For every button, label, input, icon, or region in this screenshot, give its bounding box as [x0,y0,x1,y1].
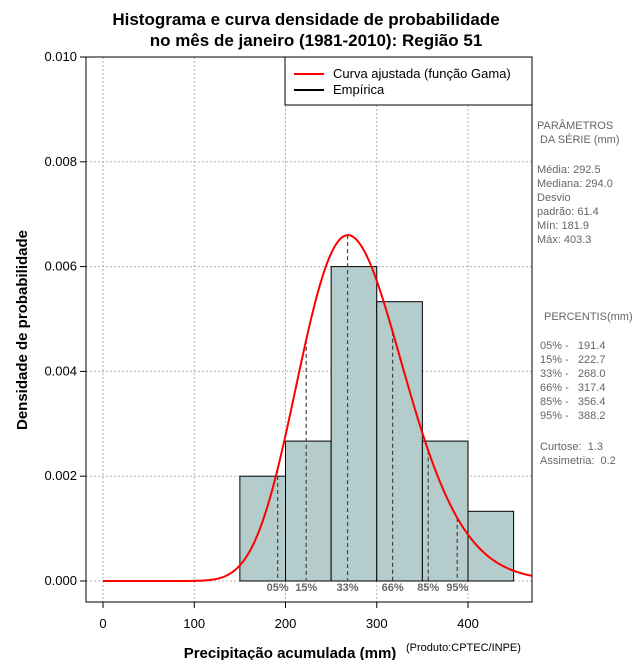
histogram-bar [239,475,286,582]
x-tick-label: 0 [99,616,106,631]
percentil-line: 05% - 191.4 [540,340,605,352]
legend-box [284,56,533,106]
x-axis: 0 100 200 300 400 [99,602,479,631]
y-tick-label: 0.002 [44,468,77,483]
histogram-bar [421,440,469,582]
params-header-line2: DA SÉRIE (mm) [537,133,620,146]
source-note: (Produto:CPTEC/INPE) [406,642,521,654]
percentil-line: 85% - 356.4 [540,396,605,408]
y-tick-label: 0.004 [44,363,77,378]
assimetria-line: Assimetria: 0.2 [540,455,616,467]
stat-line: Máx: 403.3 [537,234,591,246]
legend: Curva ajustada (função Gama) Empírica [284,56,533,106]
percentile-label: 66% [382,582,404,594]
y-axis: 0.000 0.002 0.004 0.006 0.008 0.010 [44,49,86,588]
x-axis-label: Precipitação acumulada (mm) [184,645,397,660]
histogram-bars [239,266,515,582]
percentile-labels: 05% 15% 33% 66% 85% 95% [267,582,469,594]
chart-title-line2: no mês de janeiro (1981-2010): Região 51 [150,31,483,50]
stat-line: padrão: 61.4 [537,206,599,218]
legend-curve-label: Curva ajustada (função Gama) [333,66,511,81]
percentil-line: 15% - 222.7 [540,354,605,366]
histogram-bar [285,440,332,582]
chart-title-line1: Histograma e curva densidade de probabil… [112,10,499,29]
y-axis-label: Densidade de probabilidade [14,230,31,430]
fitted-gamma-curve [103,234,533,582]
histogram-bar [330,266,378,582]
side-panel: PARÂMETROS DA SÉRIE (mm) Média: 292.5 Me… [537,119,633,467]
y-tick-label: 0.000 [44,573,77,588]
percentile-label: 85% [417,582,439,594]
y-tick-label: 0.010 [44,49,77,64]
y-tick-label: 0.008 [44,154,77,169]
x-tick-label: 100 [183,616,205,631]
percentile-label: 95% [446,582,468,594]
x-tick-label: 400 [457,616,479,631]
x-tick-label: 300 [366,616,388,631]
percentil-line: 66% - 317.4 [540,382,605,394]
percentil-line: 95% - 388.2 [540,410,605,422]
stat-line: Média: 292.5 [537,164,601,176]
percentile-label: 33% [337,582,359,594]
x-tick-label: 200 [275,616,297,631]
legend-empirical-label: Empírica [333,82,385,97]
stat-line: Desvio [537,192,571,204]
percentile-lines [277,235,458,581]
params-header-line1: PARÂMETROS [537,119,613,132]
stat-line: Mediana: 294.0 [537,178,613,190]
percentis-header: PERCENTIS(mm) [544,311,633,323]
histogram-bar [376,301,423,582]
percentil-line: 33% - 268.0 [540,368,605,380]
percentile-label: 05% [267,582,289,594]
percentile-label: 15% [295,582,317,594]
histogram-bar [467,510,515,582]
stat-line: Mín: 181.9 [537,220,589,232]
curtose-line: Curtose: 1.3 [540,441,603,453]
y-tick-label: 0.006 [44,259,77,274]
